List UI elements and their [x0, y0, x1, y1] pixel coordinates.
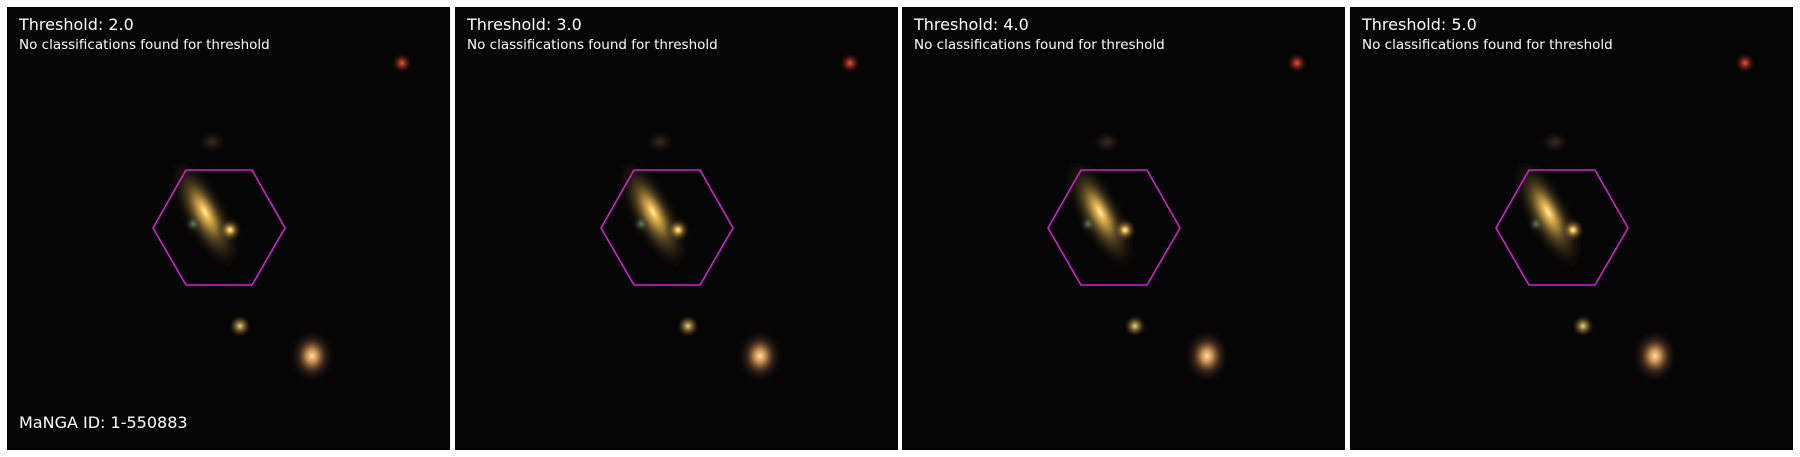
panel-status: No classifications found for threshold: [1362, 37, 1613, 53]
galaxy-image: [455, 7, 898, 450]
panel-status: No classifications found for threshold: [467, 37, 718, 53]
panel-title: Threshold: 3.0: [467, 15, 582, 34]
galaxy-image: [7, 7, 450, 450]
panel-status: No classifications found for threshold: [19, 37, 270, 53]
image-panel-threshold-5: Threshold: 5.0 No classifications found …: [1350, 7, 1793, 450]
hexagon-footprint: [1047, 169, 1181, 286]
galaxy-image: [902, 7, 1345, 450]
hexagon-footprint: [1495, 169, 1629, 286]
galaxy-image: [1350, 7, 1793, 450]
image-panel-threshold-4: Threshold: 4.0 No classifications found …: [902, 7, 1345, 450]
hexagon-footprint: [152, 169, 286, 286]
panel-title: Threshold: 4.0: [914, 15, 1029, 34]
manga-id-label: MaNGA ID: 1-550883: [19, 413, 188, 432]
image-panel-threshold-2: Threshold: 2.0 No classifications found …: [7, 7, 450, 450]
hexagon-footprint: [600, 169, 734, 286]
panel-title: Threshold: 2.0: [19, 15, 134, 34]
image-panel-threshold-3: Threshold: 3.0 No classifications found …: [455, 7, 898, 450]
panel-status: No classifications found for threshold: [914, 37, 1165, 53]
panel-title: Threshold: 5.0: [1362, 15, 1477, 34]
